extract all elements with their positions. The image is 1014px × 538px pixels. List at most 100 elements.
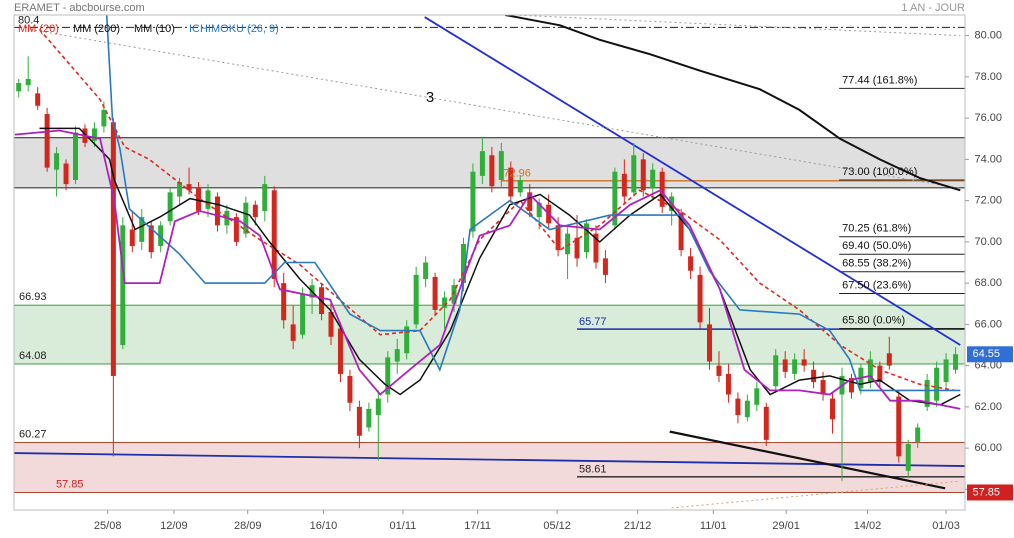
candle-body: [508, 167, 514, 197]
candle-body: [830, 398, 836, 420]
candle-body: [527, 192, 533, 211]
zone: [14, 304, 965, 365]
y-tick-label: 64.00: [974, 360, 1002, 372]
candle-body: [470, 171, 476, 232]
candle-body: [337, 328, 343, 374]
candle-body: [583, 223, 589, 253]
period-label: 1 AN - JOUR: [901, 2, 965, 14]
legend-entry: ICHIMOKU (26, 9): [189, 23, 279, 35]
candle-body: [621, 173, 627, 197]
fib-label: 69.40 (50.0%): [842, 240, 911, 252]
level-label: 72.96: [503, 168, 531, 180]
fib-label: 77.44 (161.8%): [842, 74, 917, 86]
candle-body: [886, 353, 892, 366]
y-tick-label: 78.00: [974, 71, 1002, 83]
trendline: [14, 452, 965, 467]
candle-body: [252, 204, 258, 218]
x-tick-label: 11/01: [700, 520, 727, 532]
candle-body: [158, 225, 164, 246]
wave-annotation: 3: [426, 89, 434, 106]
candle-body: [394, 349, 400, 362]
candle-body: [54, 153, 60, 170]
candle-body: [281, 283, 287, 321]
zone-label: 66.93: [19, 291, 47, 303]
legend-entry: MM (10): [134, 23, 175, 35]
candle-body: [262, 184, 268, 211]
candle-body: [707, 324, 713, 362]
candle-body: [640, 159, 646, 191]
candle-body: [328, 312, 334, 337]
x-tick-label: 05/12: [543, 520, 571, 532]
candle-body: [650, 169, 656, 189]
candle-body: [792, 359, 798, 374]
candle-body: [678, 213, 684, 251]
candle-body: [536, 202, 542, 218]
candle-body: [63, 163, 69, 185]
candle-body: [451, 285, 457, 304]
candle-body: [35, 93, 41, 106]
x-tick-label: 29/01: [772, 520, 800, 532]
zone-label: 60.27: [19, 428, 47, 440]
candle-body: [375, 398, 381, 416]
indicator-line: [105, 15, 961, 392]
zone-label: 64.08: [19, 350, 47, 362]
candle-body: [924, 380, 930, 407]
candle-body: [139, 217, 145, 242]
candle-body: [565, 233, 571, 255]
candle-body: [290, 324, 296, 341]
trendline: [30, 28, 961, 189]
y-tick-label: 76.00: [974, 112, 1002, 124]
candle-body: [196, 188, 202, 211]
candle-body: [460, 243, 466, 284]
candle-body: [91, 128, 97, 141]
candle-body: [811, 369, 817, 383]
x-tick-label: 25/08: [94, 520, 122, 532]
x-tick-label: 14/02: [854, 520, 882, 532]
candle-body: [16, 83, 22, 92]
candle-body: [763, 406, 769, 440]
trendline: [424, 16, 961, 346]
plot-frame: [13, 14, 966, 511]
candle-body: [442, 297, 448, 308]
fib-label: 67.50 (23.6%): [842, 279, 911, 291]
candle-body: [905, 444, 911, 471]
y-tick-label: 72.00: [974, 195, 1002, 207]
candle-body: [934, 367, 940, 401]
fib-label: 70.25 (61.8%): [842, 223, 911, 235]
candle-body: [943, 359, 949, 383]
candle-body: [754, 388, 760, 405]
candle-body: [148, 225, 154, 253]
x-tick-label: 17/11: [464, 520, 491, 532]
candle-body: [697, 274, 703, 323]
candle-body: [110, 122, 116, 376]
y-tick-label: 62.00: [974, 401, 1002, 413]
candle-body: [404, 326, 410, 354]
candle-body: [413, 274, 419, 325]
candle-body: [432, 276, 438, 310]
x-tick-label: 21/12: [624, 520, 652, 532]
candle-body: [716, 365, 722, 376]
candle-body: [877, 365, 883, 383]
candle-body: [101, 109, 107, 127]
level-label: 65.77: [579, 316, 607, 328]
candle-body: [612, 171, 618, 226]
legend-entry: MM (200): [73, 23, 120, 35]
candle-body: [479, 151, 485, 176]
candle-body: [167, 192, 173, 222]
candle-body: [782, 359, 788, 372]
candle-body: [953, 354, 959, 370]
candle-body: [243, 202, 249, 234]
x-tick-label: 01/11: [390, 520, 417, 532]
fib-label: 73.00 (100.0%): [842, 166, 917, 178]
candle-body: [385, 357, 391, 395]
level-label: 58.61: [579, 464, 607, 476]
candle-body: [205, 190, 211, 209]
candle-body: [574, 237, 580, 259]
candle-body: [744, 400, 750, 418]
candle-body: [44, 114, 50, 168]
candle-body: [120, 225, 126, 345]
indicator-line: [39, 127, 961, 406]
candle-body: [735, 398, 741, 416]
candle-body: [233, 217, 239, 242]
